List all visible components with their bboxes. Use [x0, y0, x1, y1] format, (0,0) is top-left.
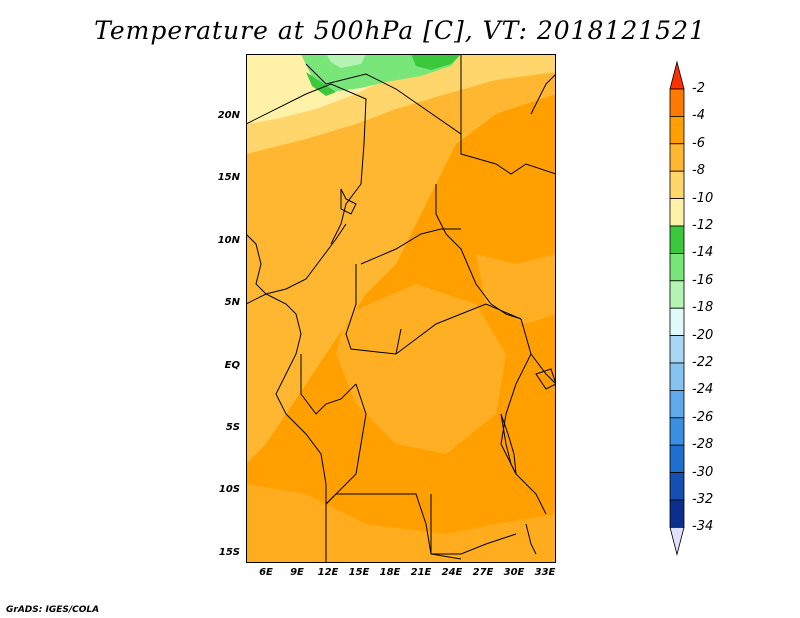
border-angola-zambia: [430, 494, 517, 555]
colorbar: [669, 60, 685, 556]
colorbar-box: [669, 444, 685, 474]
coastline-west: [246, 233, 327, 504]
lat-tick-eq: EQ: [224, 360, 240, 371]
colorbar-box: [669, 307, 685, 336]
lon-tick-33e: 33E: [534, 567, 556, 578]
lat-tick-15s: 15S: [218, 547, 240, 558]
lon-tick-27e: 27E: [472, 567, 494, 578]
colorbar-label: -2: [692, 81, 705, 96]
colorbar-label: -4: [692, 108, 705, 124]
lake-chad: [340, 188, 357, 215]
border-cameroon-car: [345, 264, 402, 355]
colorbar-box: [669, 389, 685, 419]
lake-victoria: [535, 368, 556, 390]
lat-tick-20n: 20N: [217, 110, 240, 121]
colorbar-box: [669, 335, 685, 364]
colorbar-label: -14: [692, 245, 714, 261]
colorbar-box: [669, 280, 685, 309]
colorbar-label: -24: [692, 382, 714, 398]
colorbar-box: [669, 417, 685, 446]
colorbar-box: [669, 499, 685, 528]
field-light-orange-north: [246, 54, 556, 464]
colorbar-box: [669, 362, 685, 391]
temperature-map: [246, 54, 556, 563]
border-gabon-congo: [300, 354, 357, 415]
field-light-orange-center: [336, 284, 506, 454]
borders: [246, 54, 556, 563]
colorbar-label: -10: [692, 190, 714, 206]
border-car-drc: [395, 303, 522, 355]
border-sudan-car: [435, 184, 522, 320]
colorbar-box: [669, 88, 685, 117]
lat-tick-5n: 5N: [224, 297, 240, 308]
colorbar-box: [669, 170, 685, 199]
colorbar-box: [669, 143, 685, 172]
lon-tick-21e: 21E: [410, 567, 432, 578]
colorbar-label: -16: [692, 272, 714, 288]
colorbar-label: -6: [692, 135, 705, 151]
colorbar-label: -12: [692, 218, 714, 233]
colorbar-box: [669, 252, 685, 282]
grads-credit: GrADS: IGES/COLA: [6, 605, 100, 615]
lake-malawi: [525, 523, 537, 555]
colorbar-label: -22: [692, 355, 714, 370]
lon-tick-18e: 18E: [379, 567, 401, 578]
colorbar-label: -34: [692, 519, 714, 535]
colorbar-label: -8: [692, 163, 705, 179]
colorbar-bottom-arrow: [669, 527, 685, 556]
lat-tick-15n: 15N: [217, 172, 240, 183]
map-frame: [246, 54, 556, 563]
lat-tick-10s: 10S: [218, 484, 240, 495]
colorbar-label: -18: [692, 300, 714, 316]
lat-tick-10n: 10N: [217, 235, 240, 246]
lon-tick-9e: 9E: [290, 567, 304, 578]
field-light-orange-east: [476, 254, 556, 324]
field-light-orange-south: [246, 484, 556, 563]
lon-tick-15e: 15E: [348, 567, 370, 578]
colorbar-box: [669, 472, 685, 501]
colorbar-box: [669, 225, 685, 254]
field-pale-green: [326, 54, 366, 68]
lat-tick-5s: 5S: [225, 422, 240, 433]
border-chad-car: [360, 228, 461, 265]
colorbar-label: -26: [692, 409, 714, 425]
colorbar-label: -20: [692, 327, 714, 343]
lon-tick-30e: 30E: [503, 567, 525, 578]
border-uganda: [530, 353, 556, 385]
colorbar-box: [669, 198, 685, 227]
field-dark-green: [411, 54, 461, 70]
border-chad-sudan: [460, 134, 556, 175]
colorbar-label: -32: [692, 492, 714, 507]
lake-tanganyika: [500, 413, 517, 475]
border-niger-chad: [246, 83, 367, 245]
field-dark-green-west: [306, 72, 336, 96]
map-title: Temperature at 500hPa [C], VT: 201812152…: [94, 16, 706, 45]
lon-tick-6e: 6E: [259, 567, 273, 578]
colorbar-label: -30: [692, 464, 714, 480]
lon-tick-12e: 12E: [317, 567, 339, 578]
border-libya-chad: [305, 54, 462, 135]
colorbar-label: -28: [692, 437, 714, 453]
colorbar-box: [669, 116, 685, 145]
lon-tick-24e: 24E: [441, 567, 463, 578]
colorbar-top-arrow: [669, 60, 685, 90]
border-nile-east: [530, 73, 556, 115]
